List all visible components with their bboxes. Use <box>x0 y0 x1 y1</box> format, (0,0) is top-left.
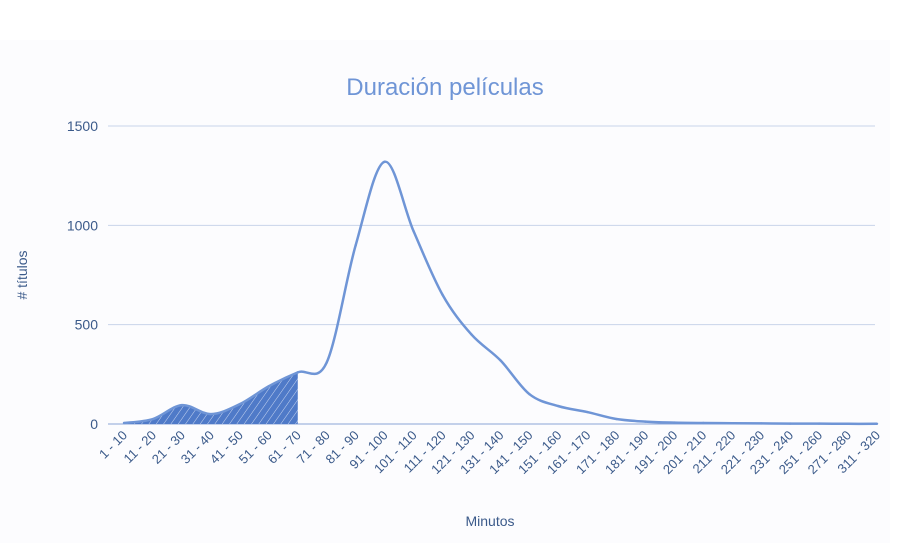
data-point <box>325 361 328 364</box>
data-point <box>875 422 879 426</box>
y-tick-label: 500 <box>75 317 99 333</box>
grid-lines <box>108 125 875 425</box>
data-point <box>702 421 705 425</box>
data-point <box>122 421 126 425</box>
y-tick-label: 0 <box>90 416 98 432</box>
data-point <box>615 417 618 421</box>
data-point <box>151 417 155 421</box>
data-point <box>846 422 850 426</box>
data-point <box>817 422 821 425</box>
series-line <box>123 160 878 426</box>
data-point <box>354 244 357 247</box>
shaded-area-fill <box>124 372 298 424</box>
data-point <box>470 333 473 336</box>
data-point <box>296 371 299 374</box>
data-points <box>122 160 879 426</box>
data-point <box>267 385 271 388</box>
data-point <box>673 421 676 424</box>
y-tick-label: 1500 <box>67 118 98 134</box>
data-point <box>412 230 415 233</box>
data-point <box>788 422 792 425</box>
data-point <box>586 410 589 414</box>
data-point <box>238 402 242 406</box>
y-axis-label: # títulos <box>14 250 30 299</box>
data-point <box>528 393 531 396</box>
line-chart: Duración películas 0 500 1000 1500 1 - 1011… <box>14 74 883 529</box>
series-line-path <box>123 160 878 426</box>
data-point <box>644 420 647 423</box>
data-point <box>759 422 763 425</box>
data-point <box>557 404 560 408</box>
data-point <box>383 160 386 163</box>
data-point <box>441 293 444 297</box>
chart-title: Duración películas <box>346 74 543 101</box>
y-tick-labels: 0 500 1000 1500 <box>67 118 98 432</box>
shaded-area <box>124 372 298 424</box>
y-tick-label: 1000 <box>67 217 98 233</box>
data-point <box>209 412 213 416</box>
data-point <box>180 403 184 407</box>
x-axis-label: Minutos <box>465 513 514 529</box>
chart-frame: Duración películas 0 500 1000 1500 1 - 10 11… <box>0 40 890 543</box>
data-point <box>730 422 734 425</box>
data-point <box>499 359 502 362</box>
